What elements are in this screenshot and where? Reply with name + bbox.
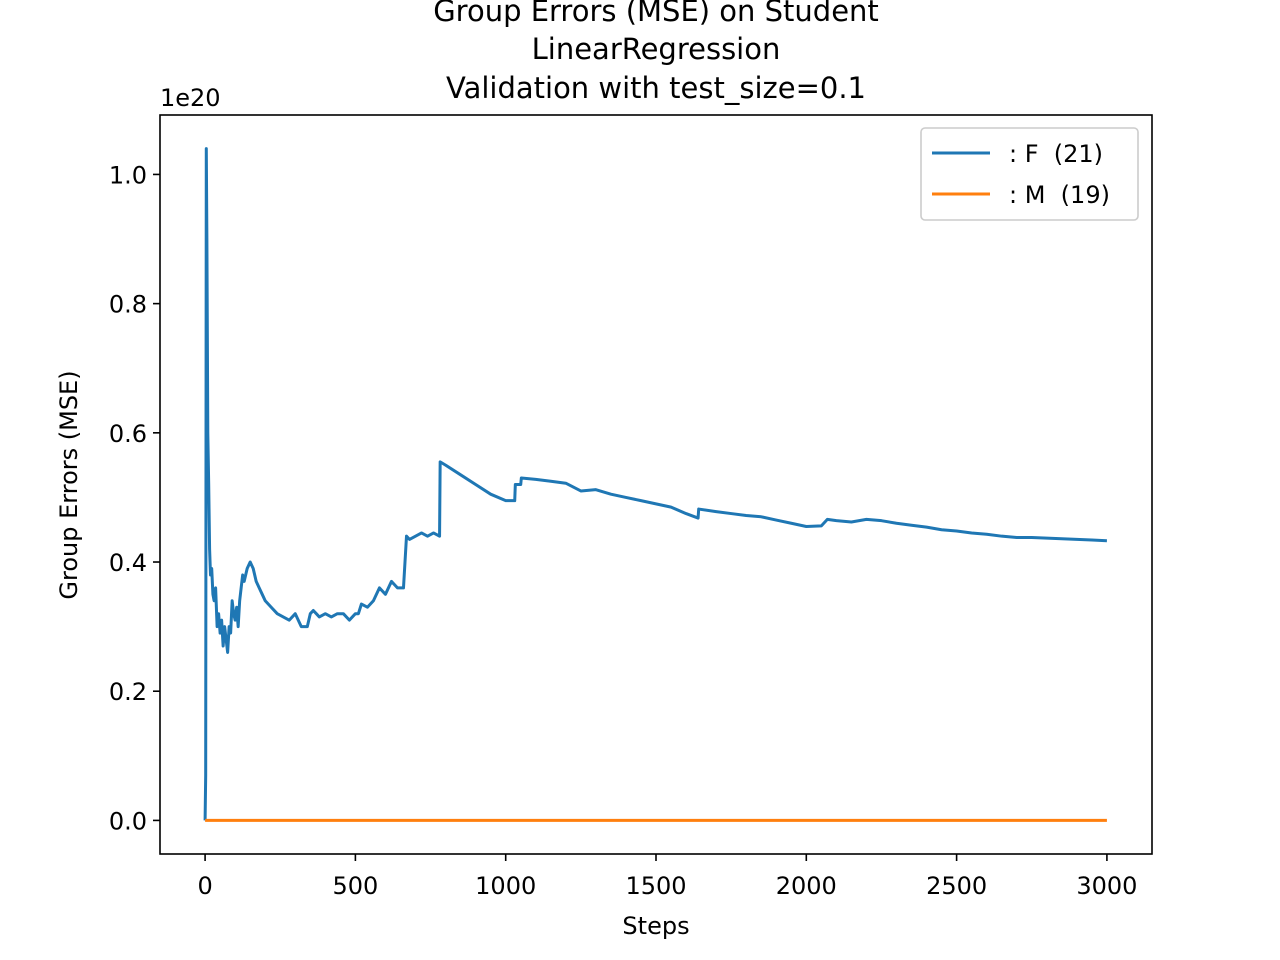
- y-tick-label: 0.0: [109, 807, 147, 835]
- y-tick-label: 0.4: [109, 549, 147, 577]
- legend-label-f: : F (21): [1009, 140, 1103, 168]
- legend: : F (21) : M (19): [920, 127, 1139, 221]
- chart-title: Group Errors (MSE) on Student LinearRegr…: [433, 0, 879, 105]
- y-tick-label: 0.6: [109, 420, 147, 448]
- series-line-0: [203, 147, 1107, 821]
- x-tick-label: 1500: [625, 872, 686, 900]
- x-tick-label: 1000: [475, 872, 536, 900]
- y-tick-label: 0.2: [109, 678, 147, 706]
- legend-box: [920, 127, 1139, 221]
- y-axis: 0.0 0.2 0.4 0.6 0.8 1.0: [109, 161, 160, 835]
- y-offset-text: 1e20: [160, 84, 221, 112]
- x-axis-label: Steps: [622, 912, 689, 940]
- x-tick-label: 2500: [926, 872, 987, 900]
- title-line-3: Validation with test_size=0.1: [446, 71, 866, 105]
- x-tick-label: 500: [332, 872, 378, 900]
- series-layer: [203, 147, 1107, 822]
- legend-label-m: : M (19): [1009, 181, 1110, 209]
- y-axis-label: Group Errors (MSE): [55, 370, 83, 599]
- x-tick-label: 0: [197, 872, 212, 900]
- y-tick-label: 0.8: [109, 291, 147, 319]
- x-tick-label: 2000: [776, 872, 837, 900]
- x-tick-label: 3000: [1076, 872, 1137, 900]
- title-line-1: Group Errors (MSE) on Student: [433, 0, 879, 28]
- plot-frame: [159, 114, 1153, 855]
- y-tick-label: 1.0: [109, 161, 147, 189]
- x-axis: 0 500 1000 1500 2000 2500 3000: [197, 854, 1137, 900]
- title-line-2: LinearRegression: [532, 32, 781, 66]
